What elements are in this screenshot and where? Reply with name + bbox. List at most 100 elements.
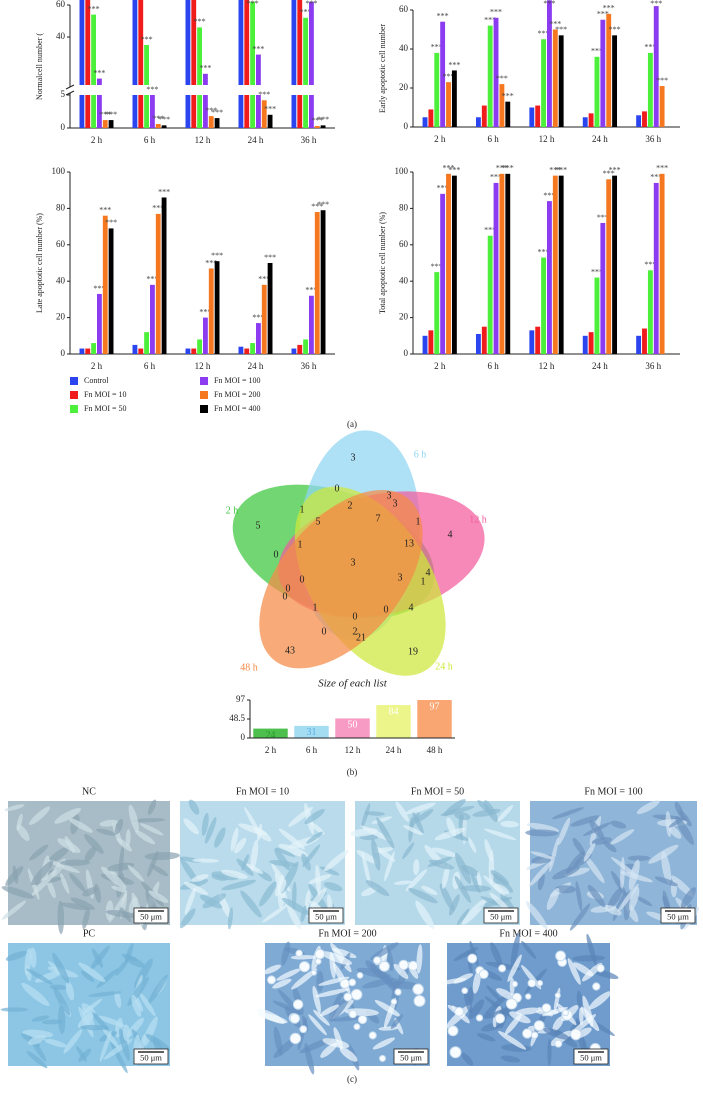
x-tick-label: 6 h [306, 745, 318, 755]
bar [267, 114, 273, 128]
axis-break [65, 84, 75, 90]
rounded-cell [527, 978, 537, 988]
venn-region-count: 43 [285, 645, 295, 656]
cell [589, 819, 605, 840]
bar [256, 54, 261, 85]
micrograph-label: Fn MOI = 200 [318, 928, 376, 939]
scale-bar-box [573, 1048, 609, 1065]
rounded-cell [315, 958, 322, 965]
rounded-cell [511, 980, 518, 988]
bar [582, 335, 588, 354]
significance-label: *** [549, 19, 561, 28]
significance-label: *** [591, 267, 603, 276]
bar [291, 95, 297, 128]
significance-label: *** [591, 47, 603, 56]
cell [139, 992, 156, 1017]
cell [304, 809, 325, 825]
cell [69, 818, 93, 833]
bar [582, 117, 588, 127]
y-tick-label: 0 [61, 122, 66, 132]
venn-region-count: 0 [286, 583, 291, 594]
cell [191, 874, 209, 882]
cell [273, 1026, 283, 1056]
cell [4, 804, 25, 812]
venn-region-count: 4 [409, 602, 414, 613]
bar [481, 105, 487, 127]
bar [487, 25, 493, 128]
cell [610, 829, 635, 845]
cell [57, 838, 81, 853]
significance-label: *** [603, 4, 615, 13]
bar [612, 175, 618, 354]
cell [65, 981, 75, 1001]
cell [57, 1005, 66, 1035]
rounded-cell [289, 1032, 302, 1045]
cell [278, 828, 305, 850]
significance-label: *** [252, 313, 264, 322]
significance-label: *** [305, 286, 317, 295]
significance-label: *** [490, 173, 502, 182]
cell [82, 1007, 95, 1030]
cell [116, 837, 133, 852]
cell [439, 883, 455, 912]
bar [197, 27, 202, 85]
x-tick-label: 2 h [91, 361, 103, 371]
cell [31, 1015, 50, 1022]
significance-label: *** [644, 260, 656, 269]
venn-region-count: 1 [421, 576, 426, 587]
cell [412, 812, 424, 834]
cell [78, 962, 106, 983]
rounded-cell [295, 949, 303, 958]
y-tick-label: 40 [399, 43, 409, 53]
bar [91, 95, 96, 128]
cell [461, 1052, 474, 1066]
legend-label: Fn MOI = 10 [84, 390, 127, 399]
cell [70, 897, 95, 910]
cell [365, 880, 390, 897]
cell [105, 910, 137, 918]
rounded-cell [554, 1039, 563, 1048]
rounded-cell [475, 1014, 484, 1022]
cell [201, 812, 209, 836]
y-tick-label: 0 [241, 732, 246, 742]
micrograph-label: NC [82, 786, 96, 797]
rounded-cell [449, 1046, 462, 1059]
rounded-cell [356, 971, 364, 979]
bar [297, 95, 303, 128]
bar [132, 95, 138, 128]
bar [499, 84, 505, 127]
cell [415, 900, 435, 930]
significance-label: *** [146, 85, 158, 94]
cell [510, 932, 520, 968]
cell [476, 1033, 496, 1042]
cell [472, 970, 481, 994]
bar [314, 212, 320, 354]
bar [297, 344, 303, 354]
significance-label: *** [194, 17, 206, 26]
cell [370, 942, 399, 961]
venn-set-label: 6 h [414, 449, 427, 460]
cell [583, 842, 596, 862]
cell [288, 806, 314, 827]
x-tick-label: 36 h [301, 135, 317, 145]
cell [322, 1038, 350, 1049]
cell [484, 839, 493, 862]
cell [360, 825, 392, 842]
cell [107, 862, 135, 872]
cell [610, 820, 627, 829]
cell [1, 886, 34, 899]
x-tick-label: 24 h [592, 134, 608, 144]
bar [161, 197, 167, 354]
significance-label: *** [93, 68, 105, 77]
chart-title: Size of each list [318, 678, 388, 690]
y-tick-label: 20 [399, 82, 409, 92]
significance-label: *** [538, 247, 550, 256]
bar [499, 173, 505, 354]
bar [208, 268, 214, 354]
cell [496, 805, 514, 823]
significance-label: *** [205, 106, 217, 115]
significance-label: *** [305, 0, 317, 8]
cell [234, 837, 247, 854]
bar [309, 95, 314, 128]
